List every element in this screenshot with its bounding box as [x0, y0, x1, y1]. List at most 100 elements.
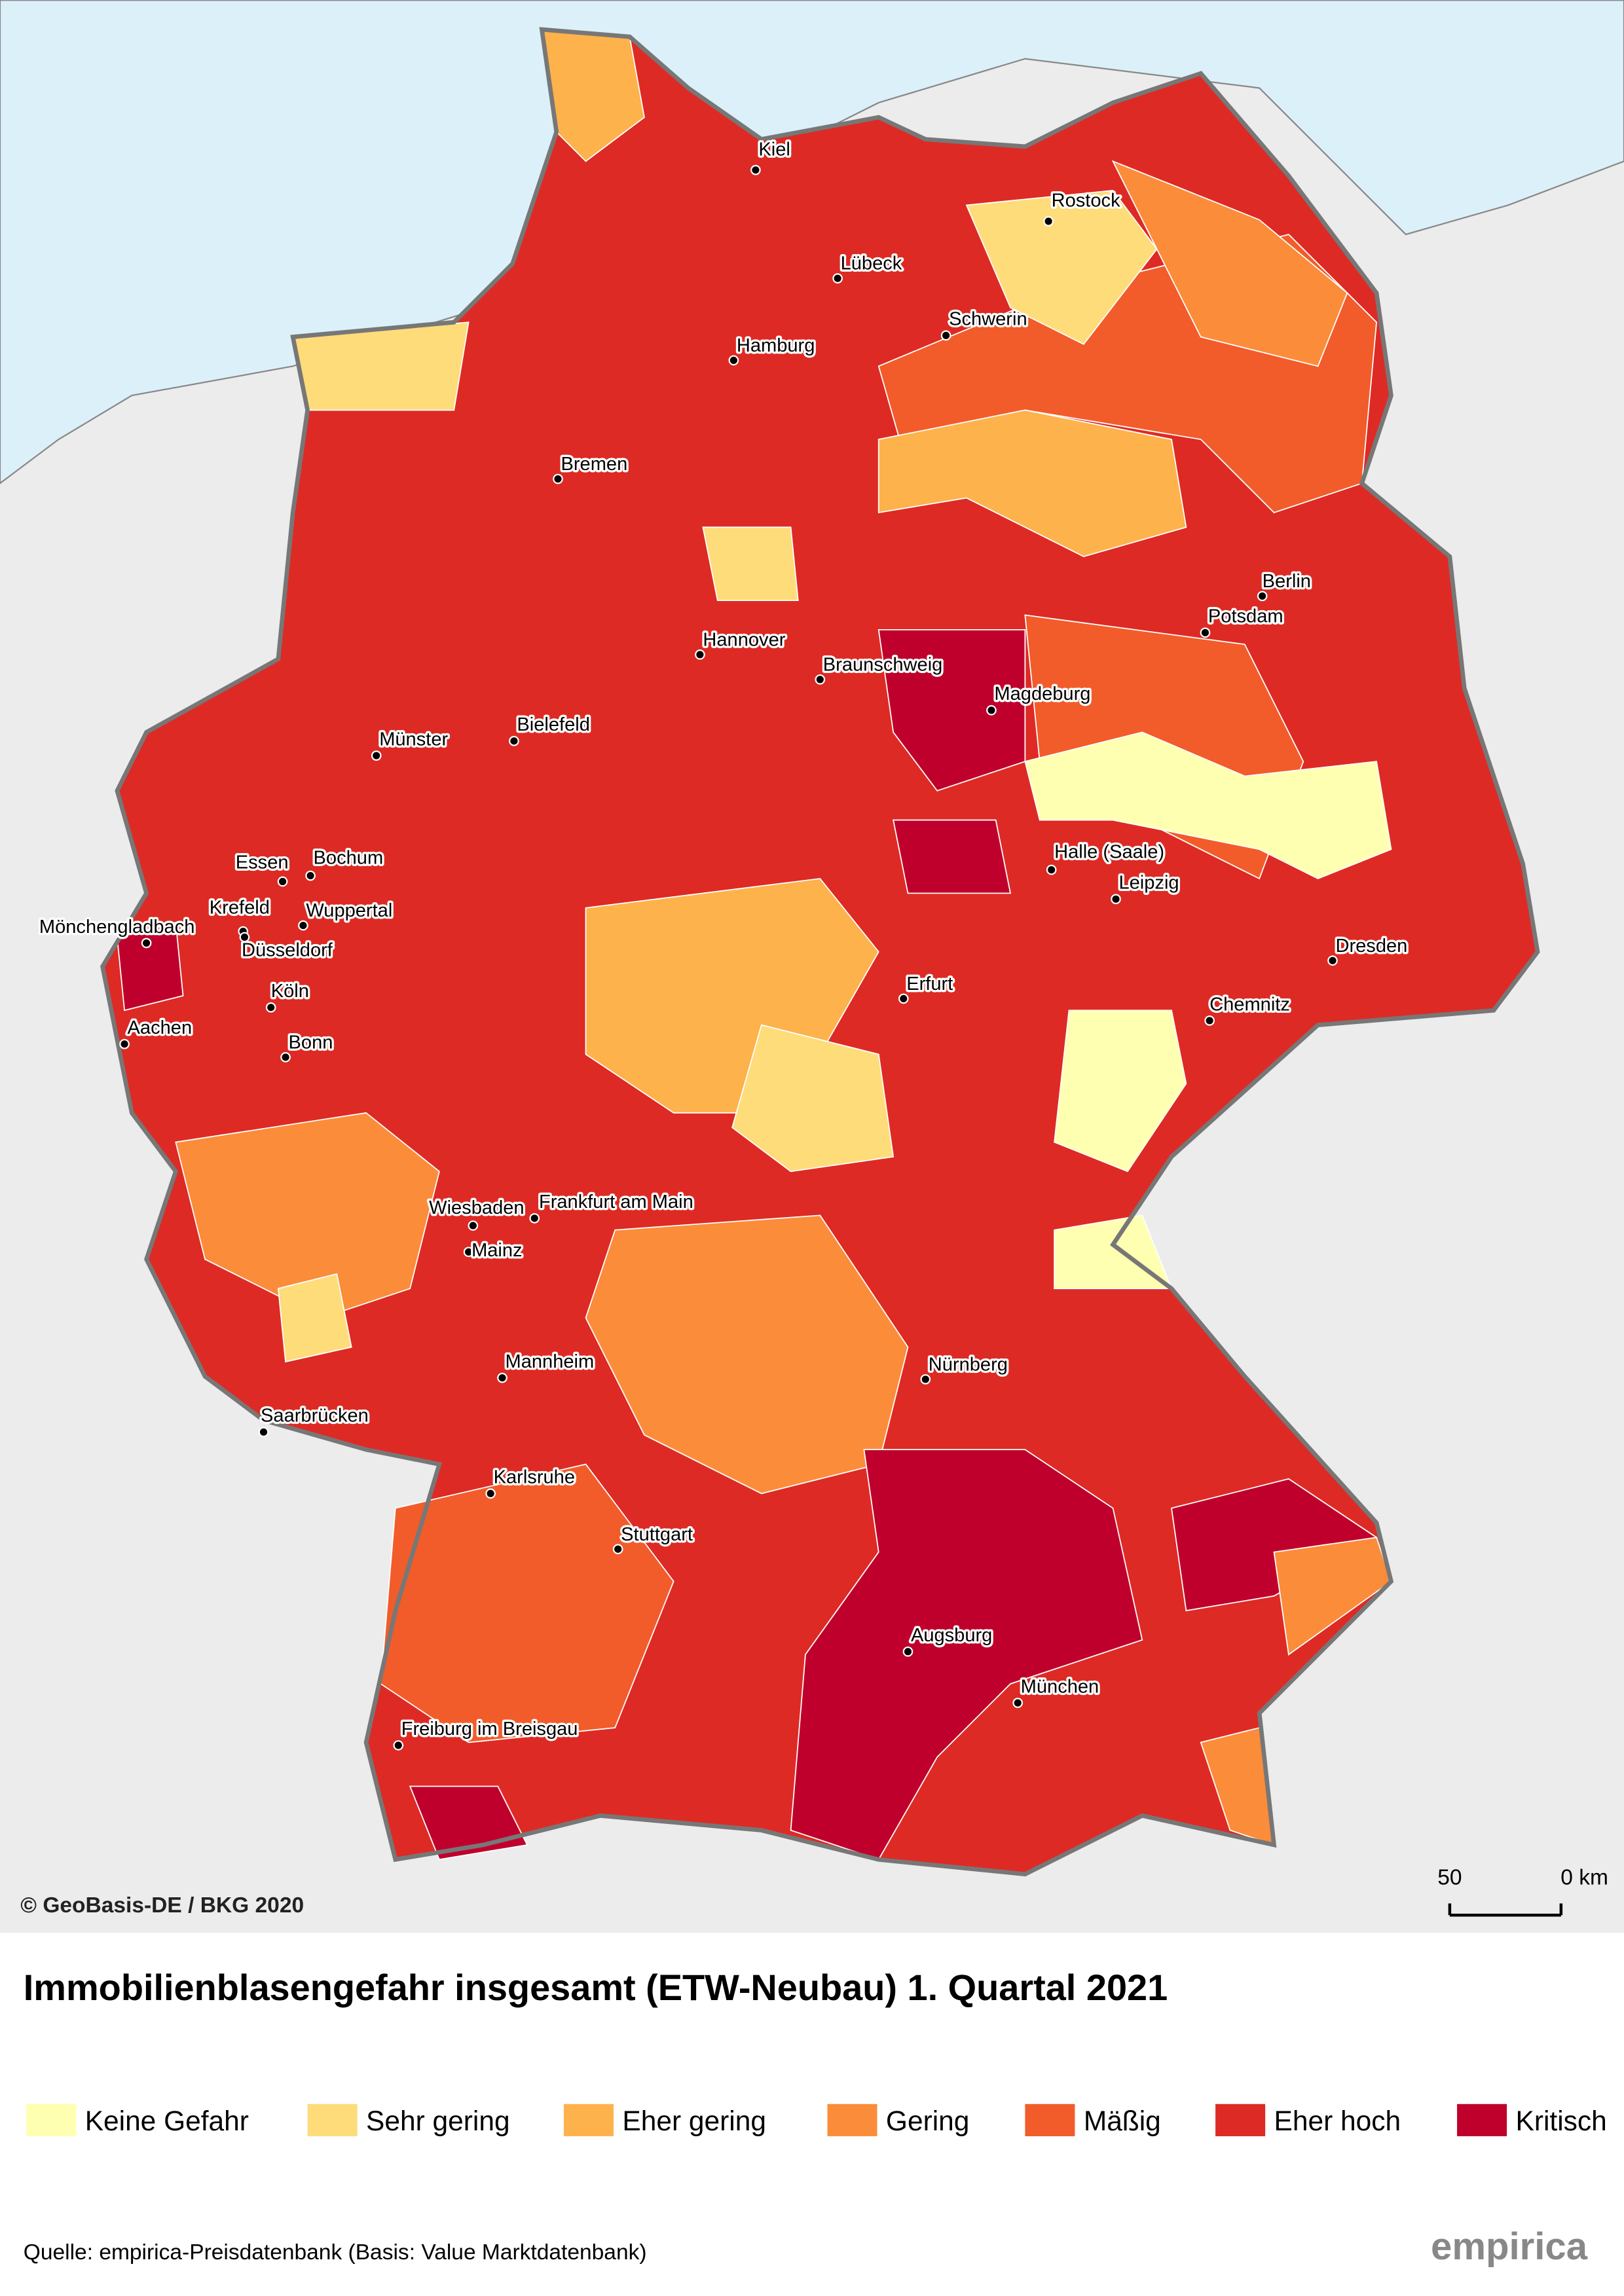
city-label: Hamburg	[737, 335, 815, 356]
city-dot	[298, 920, 308, 931]
legend: Keine Gefahr Sehr gering Eher gering Gering…	[26, 2104, 1607, 2137]
city-label: Leipzig	[1118, 873, 1179, 894]
city-dot	[612, 1544, 623, 1555]
legend-label: Gering	[886, 2106, 969, 2137]
region	[702, 526, 799, 602]
region	[116, 921, 184, 1011]
city-dot	[1012, 1698, 1024, 1708]
city-dot	[280, 1052, 291, 1063]
city-dot	[463, 1247, 474, 1258]
copyright: © GeoBasis-DE / BKG 2020	[20, 1893, 304, 1918]
city-label: Freiburg im Breisgau	[401, 1719, 578, 1740]
city-dot	[1200, 627, 1211, 638]
city-dot	[529, 1213, 540, 1224]
region	[965, 190, 1158, 345]
region	[877, 409, 1187, 558]
legend-swatch	[307, 2104, 358, 2136]
source: Quelle: empirica-Preisdatenbank (Basis: …	[24, 2240, 647, 2265]
region	[175, 1112, 440, 1319]
legend-label: Keine Gefahr	[85, 2106, 249, 2137]
region	[731, 1024, 895, 1173]
city-label: Saarbrücken	[261, 1406, 369, 1427]
city-label: Chemnitz	[1209, 994, 1290, 1015]
region	[877, 629, 1026, 792]
region	[893, 819, 1012, 894]
regions	[100, 27, 1540, 1877]
city-dot	[509, 735, 519, 746]
city-label: München	[1021, 1676, 1099, 1697]
city-label: Nürnberg	[929, 1354, 1008, 1375]
city-label: Rostock	[1052, 191, 1120, 211]
city-label: Erfurt	[906, 974, 953, 994]
city-label: Köln	[271, 981, 309, 1002]
city-label: Dresden	[1335, 936, 1407, 957]
footer-background	[0, 1933, 1624, 2296]
city-dot	[497, 1372, 507, 1383]
city-dot	[553, 473, 563, 484]
scale-label: 0 km	[1560, 1865, 1608, 1889]
legend-swatch	[827, 2104, 877, 2136]
city-label: Potsdam	[1208, 606, 1283, 627]
city-label: Lübeck	[841, 253, 902, 274]
city-dot	[393, 1740, 404, 1751]
city-dot	[119, 1038, 130, 1049]
city-label: Krefeld	[210, 898, 270, 919]
city-dot	[277, 876, 288, 887]
city-label: Düsseldorf	[242, 940, 333, 961]
city-label: Augsburg	[911, 1625, 992, 1646]
city-label: Mönchengladbach	[39, 917, 195, 938]
city-dot	[920, 1374, 931, 1385]
city-dot	[728, 355, 739, 366]
city-label: Bremen	[561, 454, 627, 475]
legend-label: Mäßig	[1084, 2106, 1161, 2137]
region	[790, 1449, 1143, 1861]
cities: Kiel Rostock Lübeck Schwerin Hamburg Bremen Be…	[37, 137, 1410, 1751]
city-dot	[305, 870, 316, 881]
city-dot	[898, 993, 909, 1004]
city-dot	[1204, 1015, 1215, 1026]
city-dot	[902, 1646, 913, 1657]
city-dot	[1111, 894, 1121, 905]
city-label: Wiesbaden	[429, 1197, 524, 1218]
city-label: Magdeburg	[994, 683, 1090, 704]
brand: empirica	[1431, 2225, 1588, 2268]
city-dot	[468, 1220, 479, 1231]
sea	[0, 0, 1624, 484]
legend-swatch	[26, 2104, 77, 2136]
city-label: Essen	[236, 852, 289, 873]
city-dot	[239, 932, 250, 943]
legend-swatch	[1215, 2104, 1266, 2136]
title: Immobilienblasengefahr insgesamt (ETW-Ne…	[24, 1967, 1168, 2008]
city-dot	[258, 1427, 269, 1438]
country-border	[100, 27, 1540, 1877]
city-dot	[1046, 864, 1057, 875]
city-dot	[832, 273, 843, 283]
city-label: Schwerin	[949, 309, 1027, 330]
region	[1054, 1010, 1187, 1173]
city-dot	[940, 330, 951, 341]
city-label: Bochum	[314, 848, 384, 869]
city-label: Halle (Saale)	[1054, 842, 1164, 863]
legend-label: Kritisch	[1516, 2106, 1607, 2137]
legend-label: Sehr gering	[366, 2106, 510, 2137]
city-dot	[695, 649, 705, 660]
city-dot	[1043, 216, 1054, 227]
city-dot	[371, 750, 382, 761]
region	[585, 1214, 909, 1495]
city-dot	[750, 164, 761, 175]
city-dot	[815, 674, 826, 685]
city-dot	[141, 938, 152, 949]
city-label: Karlsruhe	[494, 1467, 575, 1488]
city-dot	[986, 705, 997, 716]
legend-label: Eher gering	[622, 2106, 766, 2137]
city-label: Berlin	[1263, 571, 1311, 592]
city-label: Mannheim	[506, 1351, 595, 1372]
city-label: Aachen	[128, 1017, 193, 1038]
region	[277, 1273, 352, 1363]
city-label: Wuppertal	[306, 900, 392, 921]
region	[1111, 160, 1348, 367]
city-label: Kiel	[758, 139, 790, 160]
legend-swatch	[1025, 2104, 1075, 2136]
